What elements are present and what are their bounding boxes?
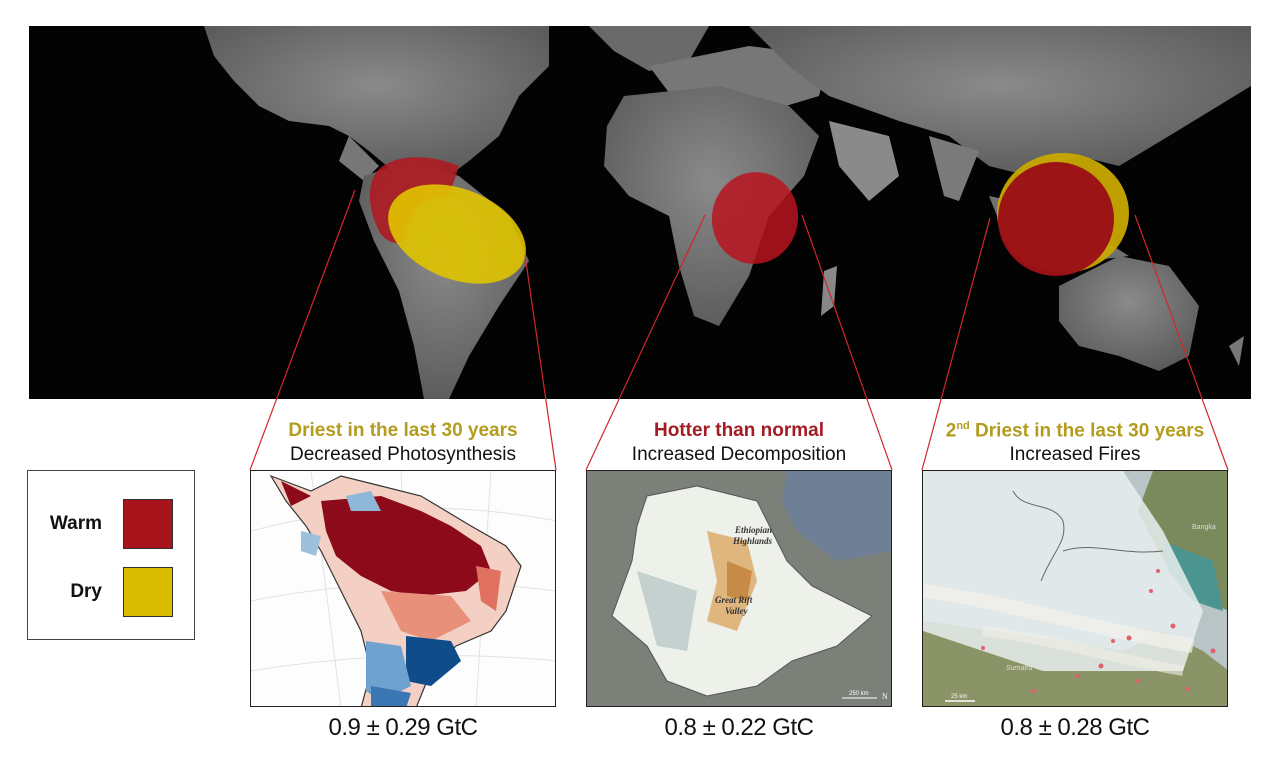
svg-text:Highlands: Highlands [732,536,773,546]
panel-3-subtitle: Increased Fires [1009,444,1141,465]
legend-item-dry: Dry [28,567,196,619]
legend-item-warm: Warm [28,499,196,551]
svg-text:N: N [882,692,888,701]
svg-text:250 km: 250 km [849,691,869,697]
panel-2-title: Hotter than normal [654,420,824,441]
legend-label-dry: Dry [70,581,102,602]
svg-text:Valley: Valley [725,606,749,616]
world-map [29,26,1251,399]
south-america-dry-overlay [388,184,526,284]
legend-swatch-dry [123,567,173,617]
legend-swatch-warm [123,499,173,549]
label-bangka: Bangka [1192,524,1216,531]
panel-1-title-text: Driest in the last 30 years [288,420,518,441]
panel-2-image-ethiopia: Ethiopian Highlands Great Rift Valley 25… [586,470,892,707]
svg-text:25 km: 25 km [951,694,967,700]
label-ethiopian-highlands: Ethiopian [734,525,772,535]
panel-1-subtitle: Decreased Photosynthesis [289,444,516,465]
panel-1-value: 0.9 ± 0.29 GtC [328,714,478,741]
australia-landmass [1059,256,1199,371]
north-america-landmass [204,26,549,176]
panel-3-value: 0.8 ± 0.28 GtC [1000,714,1150,741]
panel-3-image-sumatra-fires: Bangka Sumatra 25 km [922,470,1228,707]
panel-3-title-prefix: 2 [945,420,957,442]
panel-2-value: 0.8 ± 0.22 GtC [664,714,814,741]
legend-label-warm: Warm [49,513,102,534]
panel-2-subtitle: Increased Decomposition [631,444,847,465]
label-great-rift-valley: Great Rift [715,595,753,605]
africa-warm-overlay [711,172,799,264]
panel-1-title: Driest in the last 30 years [233,420,573,442]
panel-1-image-south-america [250,470,556,707]
legend: Warm Dry [27,470,195,640]
indonesia-warm-overlay [998,162,1114,276]
panel-3-title-text: Driest in the last 30 years [969,420,1205,442]
panel-3-title: 2nd Driest in the last 30 years [905,420,1245,442]
africa-landmass [604,86,819,326]
panel-3-title-sup: nd [956,420,970,432]
label-sumatra: Sumatra [1006,665,1033,672]
